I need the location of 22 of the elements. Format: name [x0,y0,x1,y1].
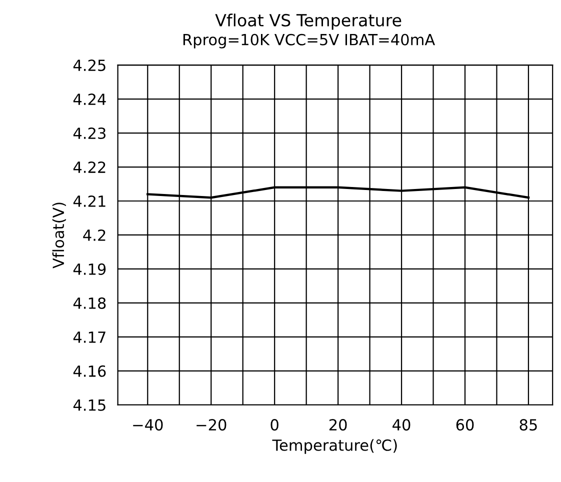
y-tick-label: 4.18 [73,297,106,309]
y-tick-label: 4.15 [73,400,106,411]
x-tick-label: 0 [270,419,278,431]
y-axis-title: Vfloat(V) [52,202,66,268]
y-tick-label: 4.25 [73,60,106,72]
x-axis-title: Temperature(℃) [272,439,397,454]
x-tick-label: 40 [392,419,410,431]
y-tick-label: 4.2 [83,229,106,241]
y-tick-label: 4.22 [73,161,106,173]
x-tick-label: 60 [456,419,474,431]
x-tick-label: −20 [196,419,226,431]
x-tick-label: 20 [329,419,347,431]
y-tick-label: 4.19 [73,263,106,275]
x-tick-label: 85 [520,419,537,431]
x-tick-label: −40 [133,419,163,431]
y-tick-label: 4.16 [73,365,106,377]
chart-subtitle: Rprog=10K VCC=5V IBAT=40mA [183,34,436,48]
y-tick-label: 4.24 [73,94,106,105]
chart-title: Vfloat VS Temperature [215,14,402,30]
y-tick-label: 4.17 [73,332,106,343]
y-tick-label: 4.23 [73,127,106,140]
y-tick-label: 4.21 [73,195,106,207]
